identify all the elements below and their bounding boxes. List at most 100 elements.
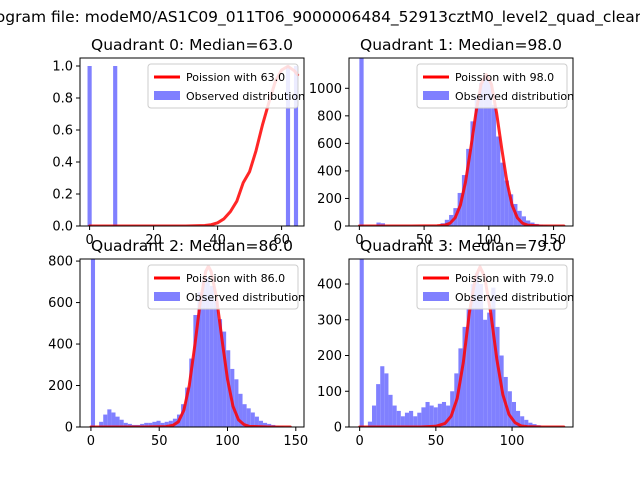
histogram-bar <box>470 121 475 226</box>
histogram-bar <box>152 421 157 427</box>
y-tick-label: 0.8 <box>52 92 73 107</box>
legend-bar-swatch <box>423 91 449 100</box>
histogram-bar <box>496 136 501 226</box>
histogram-bar <box>263 422 268 427</box>
histogram-bar <box>400 416 405 427</box>
histogram-bar <box>372 405 377 427</box>
histogram-bar <box>429 405 434 427</box>
x-tick-label: 100 <box>500 434 525 449</box>
histogram-bar <box>213 300 218 427</box>
y-tick-label: 1.0 <box>52 60 73 75</box>
histogram-bar <box>113 66 118 226</box>
legend-bar-swatch <box>154 292 180 301</box>
histogram-bar <box>487 312 492 427</box>
histogram-bar <box>250 412 255 427</box>
histogram-bar <box>511 401 517 427</box>
legend-box <box>416 63 568 109</box>
histogram-bar <box>119 419 124 427</box>
histogram-bar <box>433 407 438 427</box>
histogram-bar <box>193 315 198 427</box>
histogram-bar <box>487 81 492 226</box>
legend-bar-swatch <box>154 91 180 100</box>
legend-bar-swatch <box>423 292 449 301</box>
y-tick-label: 200 <box>317 349 342 364</box>
legend-entry-poisson: Poission with 63.0 <box>186 71 285 84</box>
legend-entry-observed: Observed distribution <box>186 291 305 304</box>
histogram-bar <box>421 407 426 427</box>
histogram-bar <box>437 403 442 427</box>
histogram-bar <box>359 58 364 226</box>
x-tick-label: 0 <box>355 233 363 248</box>
histogram-bar <box>267 423 272 427</box>
histogram-bar <box>246 408 251 427</box>
histogram-bar <box>388 394 393 427</box>
histogram-bar <box>209 285 214 427</box>
y-tick-label: 0.2 <box>52 188 73 203</box>
legend-box <box>416 264 568 310</box>
histogram-bar <box>392 405 397 427</box>
histogram-bar <box>359 259 364 427</box>
histogram-bar <box>380 366 385 427</box>
legend-entry-observed: Observed distribution <box>455 291 574 304</box>
histogram-bar <box>156 420 161 427</box>
histogram-bar <box>90 259 96 427</box>
legend: Poission with 86.0 Observed distribution <box>147 264 305 310</box>
histogram-bar <box>201 281 206 427</box>
histogram-bar <box>516 410 521 427</box>
histogram-bar <box>396 410 401 427</box>
subplot-title: Quadrant 3: Median=79.0 <box>360 237 562 255</box>
y-tick-label: 200 <box>48 379 73 394</box>
histogram-bar <box>474 96 479 226</box>
x-tick-label: 0 <box>356 434 364 449</box>
histogram-bar <box>470 284 475 427</box>
histogram-bar <box>185 387 190 427</box>
x-tick-label: 0 <box>85 233 93 248</box>
y-tick-label: 400 <box>317 278 342 293</box>
histogram-bar <box>466 309 471 427</box>
y-tick-label: 1000 <box>309 82 342 97</box>
histogram-bar <box>376 384 381 427</box>
y-tick-label: 800 <box>48 255 73 270</box>
y-tick-label: 200 <box>317 192 342 207</box>
legend-entry-poisson: Poission with 98.0 <box>455 71 554 84</box>
histogram-bar <box>285 66 291 226</box>
legend: Poission with 98.0 Observed distribution <box>416 63 574 109</box>
histogram-bar <box>293 66 299 226</box>
x-tick-label: 50 <box>151 434 168 449</box>
y-tick-label: 0.4 <box>52 156 73 171</box>
histogram-bar <box>168 420 173 427</box>
histogram-bar <box>483 75 488 226</box>
histogram-bar <box>474 273 479 427</box>
histogram-bar <box>479 82 484 226</box>
y-tick-label: 300 <box>317 313 342 328</box>
histogram-bar <box>504 180 509 226</box>
histogram-bar <box>99 421 104 427</box>
histogram-bar <box>217 319 223 427</box>
subplot-title: Quadrant 1: Median=98.0 <box>360 36 562 54</box>
histogram-bars <box>87 66 299 226</box>
y-tick-label: 0.6 <box>52 124 73 139</box>
y-tick-label: 600 <box>317 137 342 152</box>
histogram-bar <box>107 409 112 427</box>
subplot-quadrant-2: 0 50 100 150 0 200 400 600 800 Quadrant 2: Median… <box>48 237 308 449</box>
legend: Poission with 79.0 Observed distribution <box>416 264 574 310</box>
histogram-bar <box>242 404 247 427</box>
y-tick-label: 0 <box>334 220 342 235</box>
histogram-bar <box>478 284 484 427</box>
x-tick-label: 100 <box>215 434 240 449</box>
histogram-bar <box>127 423 132 427</box>
axes-frame <box>348 57 574 227</box>
histogram-bar <box>222 331 227 427</box>
legend-entry-observed: Observed distribution <box>455 90 574 103</box>
axes-frame <box>79 258 305 428</box>
subplot-grid: 0 20 40 60 0.0 0.2 0.4 0.6 0.8 1.0 Quadrant 0: Med… <box>48 36 574 449</box>
x-tick-label: 60 <box>273 233 290 248</box>
histogram-bar <box>258 420 264 427</box>
x-tick-label: 50 <box>416 233 433 248</box>
x-tick-label: 0 <box>87 434 95 449</box>
histogram-bar <box>417 412 422 427</box>
histogram-bar <box>500 162 505 226</box>
histogram-bar <box>376 222 381 226</box>
legend: Poission with 63.0 Observed distribution <box>147 63 305 109</box>
